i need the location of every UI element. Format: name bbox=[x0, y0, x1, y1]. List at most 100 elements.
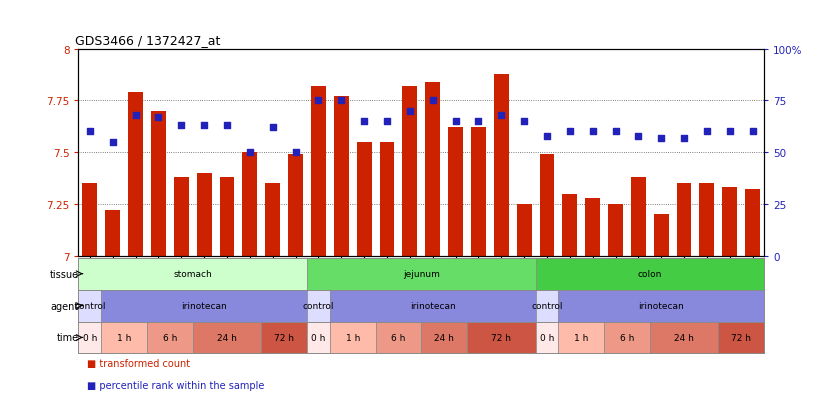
Bar bbox=[604, 322, 650, 354]
Text: irinotecan: irinotecan bbox=[181, 301, 227, 310]
Bar bbox=[719, 322, 764, 354]
Bar bbox=[467, 322, 535, 354]
Bar bbox=[288, 155, 303, 256]
Point bbox=[244, 150, 257, 156]
Text: 1 h: 1 h bbox=[117, 333, 131, 342]
Point bbox=[380, 119, 394, 125]
Text: 0 h: 0 h bbox=[539, 333, 554, 342]
Point bbox=[655, 135, 668, 142]
Point bbox=[106, 139, 120, 146]
Text: ■ transformed count: ■ transformed count bbox=[87, 358, 190, 368]
Text: time: time bbox=[56, 332, 78, 343]
Bar bbox=[307, 258, 535, 290]
Bar bbox=[243, 153, 257, 256]
Bar bbox=[650, 322, 719, 354]
Bar bbox=[307, 322, 330, 354]
Text: 0 h: 0 h bbox=[311, 333, 325, 342]
Text: tissue: tissue bbox=[50, 269, 78, 279]
Bar bbox=[330, 290, 535, 322]
Point bbox=[449, 119, 463, 125]
Text: 24 h: 24 h bbox=[217, 333, 237, 342]
Text: control: control bbox=[74, 301, 106, 310]
Text: 0 h: 0 h bbox=[83, 333, 97, 342]
Bar bbox=[558, 290, 764, 322]
Point bbox=[563, 129, 577, 135]
Bar bbox=[449, 128, 463, 256]
Point bbox=[335, 98, 348, 104]
Bar bbox=[723, 188, 737, 256]
Bar bbox=[539, 155, 554, 256]
Bar bbox=[102, 322, 147, 354]
Bar bbox=[174, 178, 188, 256]
Text: irinotecan: irinotecan bbox=[638, 301, 684, 310]
Point bbox=[289, 150, 302, 156]
Point bbox=[495, 112, 508, 119]
Bar bbox=[494, 74, 509, 256]
Point bbox=[472, 119, 485, 125]
Text: 24 h: 24 h bbox=[434, 333, 454, 342]
Point bbox=[358, 119, 371, 125]
Bar bbox=[517, 204, 531, 256]
Bar bbox=[421, 322, 467, 354]
Bar bbox=[631, 178, 646, 256]
Text: 6 h: 6 h bbox=[620, 333, 634, 342]
Text: control: control bbox=[531, 301, 563, 310]
Text: 24 h: 24 h bbox=[674, 333, 694, 342]
Point bbox=[175, 123, 188, 129]
Bar bbox=[147, 322, 192, 354]
Bar bbox=[151, 112, 166, 256]
Bar bbox=[307, 290, 330, 322]
Bar bbox=[471, 128, 486, 256]
Bar bbox=[261, 322, 307, 354]
Text: 72 h: 72 h bbox=[274, 333, 294, 342]
Bar bbox=[535, 258, 764, 290]
Bar bbox=[78, 290, 102, 322]
Point bbox=[517, 119, 530, 125]
Bar bbox=[334, 97, 349, 256]
Point bbox=[677, 135, 691, 142]
Text: colon: colon bbox=[638, 270, 662, 278]
Text: 72 h: 72 h bbox=[491, 333, 511, 342]
Bar bbox=[106, 211, 120, 256]
Bar bbox=[402, 87, 417, 256]
Bar bbox=[745, 190, 760, 256]
Bar bbox=[357, 142, 372, 256]
Bar bbox=[676, 184, 691, 256]
Point bbox=[83, 129, 97, 135]
Text: 6 h: 6 h bbox=[163, 333, 177, 342]
Bar bbox=[192, 322, 261, 354]
Text: stomach: stomach bbox=[173, 270, 212, 278]
Bar bbox=[102, 290, 307, 322]
Point bbox=[540, 133, 553, 140]
Point bbox=[724, 129, 737, 135]
Bar bbox=[78, 258, 307, 290]
Bar bbox=[376, 322, 421, 354]
Point bbox=[266, 125, 279, 131]
Point bbox=[586, 129, 600, 135]
Bar bbox=[558, 322, 604, 354]
Bar bbox=[78, 322, 102, 354]
Text: ■ percentile rank within the sample: ■ percentile rank within the sample bbox=[87, 380, 264, 390]
Text: irinotecan: irinotecan bbox=[410, 301, 456, 310]
Bar bbox=[700, 184, 714, 256]
Bar bbox=[83, 184, 97, 256]
Bar bbox=[425, 83, 440, 256]
Bar bbox=[265, 184, 280, 256]
Point bbox=[152, 114, 165, 121]
Bar bbox=[654, 215, 668, 256]
Point bbox=[403, 108, 416, 115]
Text: 1 h: 1 h bbox=[574, 333, 588, 342]
Bar bbox=[535, 290, 558, 322]
Bar bbox=[608, 204, 623, 256]
Bar bbox=[563, 194, 577, 256]
Point bbox=[700, 129, 714, 135]
Bar bbox=[330, 322, 376, 354]
Point bbox=[632, 133, 645, 140]
Point bbox=[129, 112, 142, 119]
Bar bbox=[586, 198, 600, 256]
Text: jejunum: jejunum bbox=[403, 270, 439, 278]
Text: control: control bbox=[302, 301, 335, 310]
Point bbox=[221, 123, 234, 129]
Text: 72 h: 72 h bbox=[731, 333, 751, 342]
Text: GDS3466 / 1372427_at: GDS3466 / 1372427_at bbox=[75, 34, 221, 47]
